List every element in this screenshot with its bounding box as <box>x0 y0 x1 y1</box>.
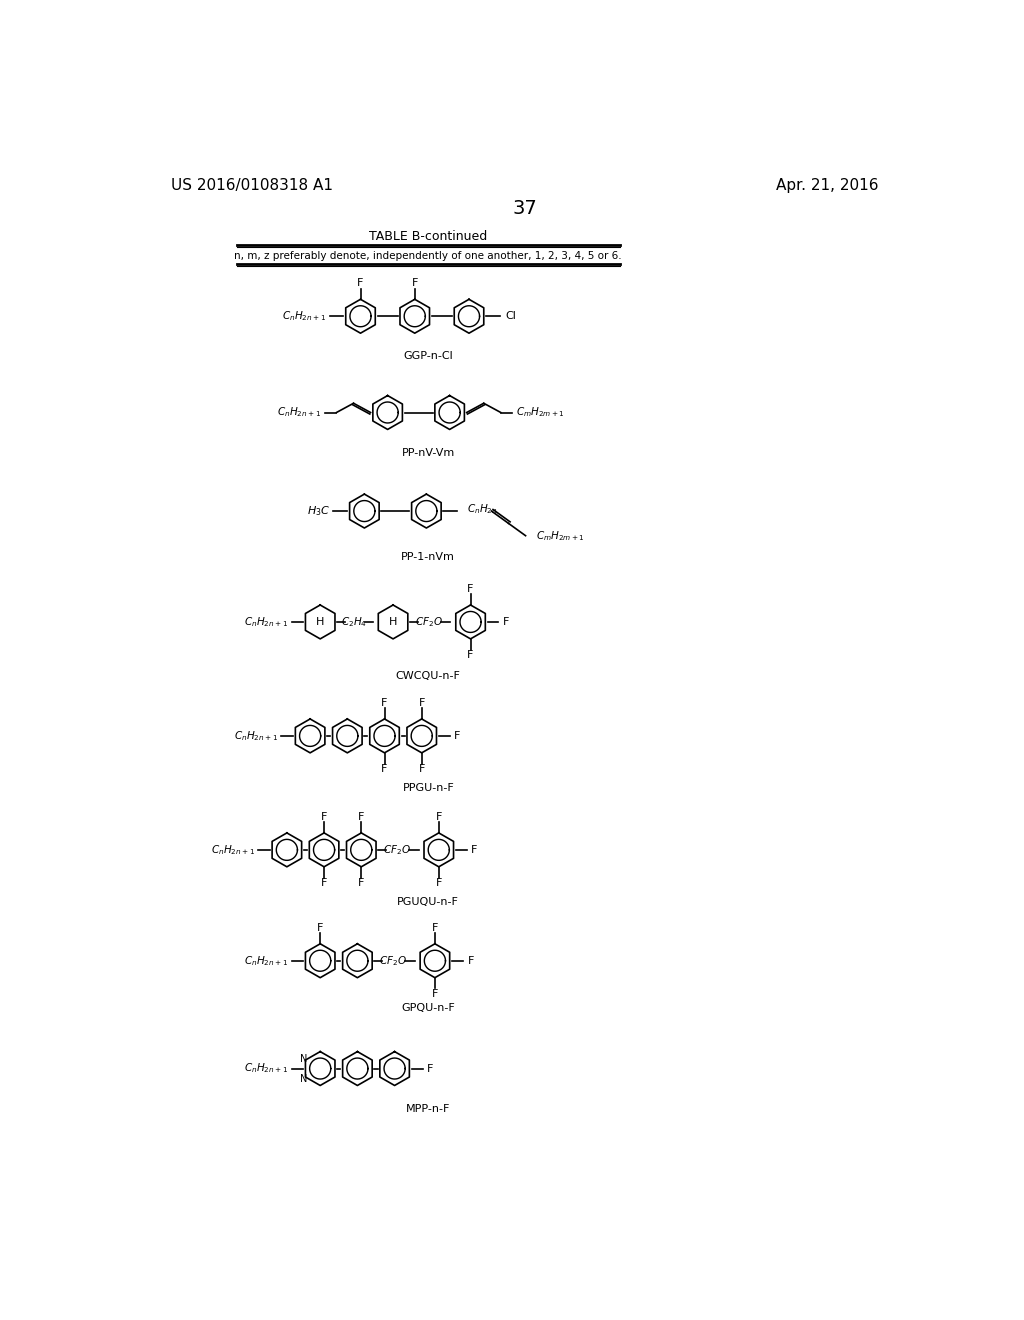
Text: F: F <box>317 923 324 933</box>
Text: MPP-n-F: MPP-n-F <box>407 1104 451 1114</box>
Text: $C_nH_{2n+1}$: $C_nH_{2n+1}$ <box>276 405 321 420</box>
Text: F: F <box>435 878 442 888</box>
Text: $CF_2O$: $CF_2O$ <box>379 954 407 968</box>
Text: $C_nH_{2n+1}$: $C_nH_{2n+1}$ <box>234 729 279 743</box>
Text: $C_nH_{2n}$: $C_nH_{2n}$ <box>467 502 498 516</box>
Text: F: F <box>412 279 418 288</box>
Text: H: H <box>389 616 397 627</box>
Text: $C_nH_{2n+1}$: $C_nH_{2n+1}$ <box>245 1061 289 1076</box>
Text: 37: 37 <box>512 199 538 218</box>
Text: $H_3C$: $H_3C$ <box>307 504 331 517</box>
Text: $C_2H_4$: $C_2H_4$ <box>341 615 368 628</box>
Text: F: F <box>432 923 438 933</box>
Text: F: F <box>358 812 365 822</box>
Text: $CF_2O$: $CF_2O$ <box>383 843 411 857</box>
Text: F: F <box>467 956 474 966</box>
Text: F: F <box>419 764 425 774</box>
Text: Cl: Cl <box>506 312 516 321</box>
Text: N: N <box>300 1073 307 1084</box>
Text: $C_mH_{2m+1}$: $C_mH_{2m+1}$ <box>537 529 586 543</box>
Text: N: N <box>300 1053 307 1064</box>
Text: F: F <box>467 583 474 594</box>
Text: F: F <box>467 649 474 660</box>
Text: F: F <box>381 698 388 708</box>
Text: Apr. 21, 2016: Apr. 21, 2016 <box>776 178 879 193</box>
Text: F: F <box>357 279 364 288</box>
Text: PPGU-n-F: PPGU-n-F <box>402 783 455 793</box>
Text: H: H <box>316 616 325 627</box>
Text: $C_nH_{2n+1}$: $C_nH_{2n+1}$ <box>245 954 289 968</box>
Text: GPQU-n-F: GPQU-n-F <box>401 1003 456 1014</box>
Text: F: F <box>455 731 461 741</box>
Text: $C_nH_{2n+1}$: $C_nH_{2n+1}$ <box>245 615 289 628</box>
Text: PP-1-nVm: PP-1-nVm <box>401 552 456 562</box>
Text: F: F <box>427 1064 433 1073</box>
Text: TABLE B-continued: TABLE B-continued <box>370 231 487 243</box>
Text: F: F <box>471 845 478 855</box>
Text: F: F <box>503 616 510 627</box>
Text: CWCQU-n-F: CWCQU-n-F <box>396 671 461 681</box>
Text: PP-nV-Vm: PP-nV-Vm <box>401 447 455 458</box>
Text: F: F <box>358 878 365 888</box>
Text: $CF_2O$: $CF_2O$ <box>415 615 442 628</box>
Text: F: F <box>435 812 442 822</box>
Text: F: F <box>419 698 425 708</box>
Text: n, m, z preferably denote, independently of one another, 1, 2, 3, 4, 5 or 6.: n, m, z preferably denote, independently… <box>234 251 623 261</box>
Text: PGUQU-n-F: PGUQU-n-F <box>397 898 459 907</box>
Text: $C_nH_{2n+1}$: $C_nH_{2n+1}$ <box>283 309 327 323</box>
Text: US 2016/0108318 A1: US 2016/0108318 A1 <box>171 178 333 193</box>
Text: F: F <box>381 764 388 774</box>
Text: F: F <box>432 989 438 999</box>
Text: GGP-n-Cl: GGP-n-Cl <box>403 351 454 362</box>
Text: F: F <box>321 812 328 822</box>
Text: F: F <box>321 878 328 888</box>
Text: $C_nH_{2n+1}$: $C_nH_{2n+1}$ <box>211 843 255 857</box>
Text: $C_mH_{2m+1}$: $C_mH_{2m+1}$ <box>516 405 565 420</box>
